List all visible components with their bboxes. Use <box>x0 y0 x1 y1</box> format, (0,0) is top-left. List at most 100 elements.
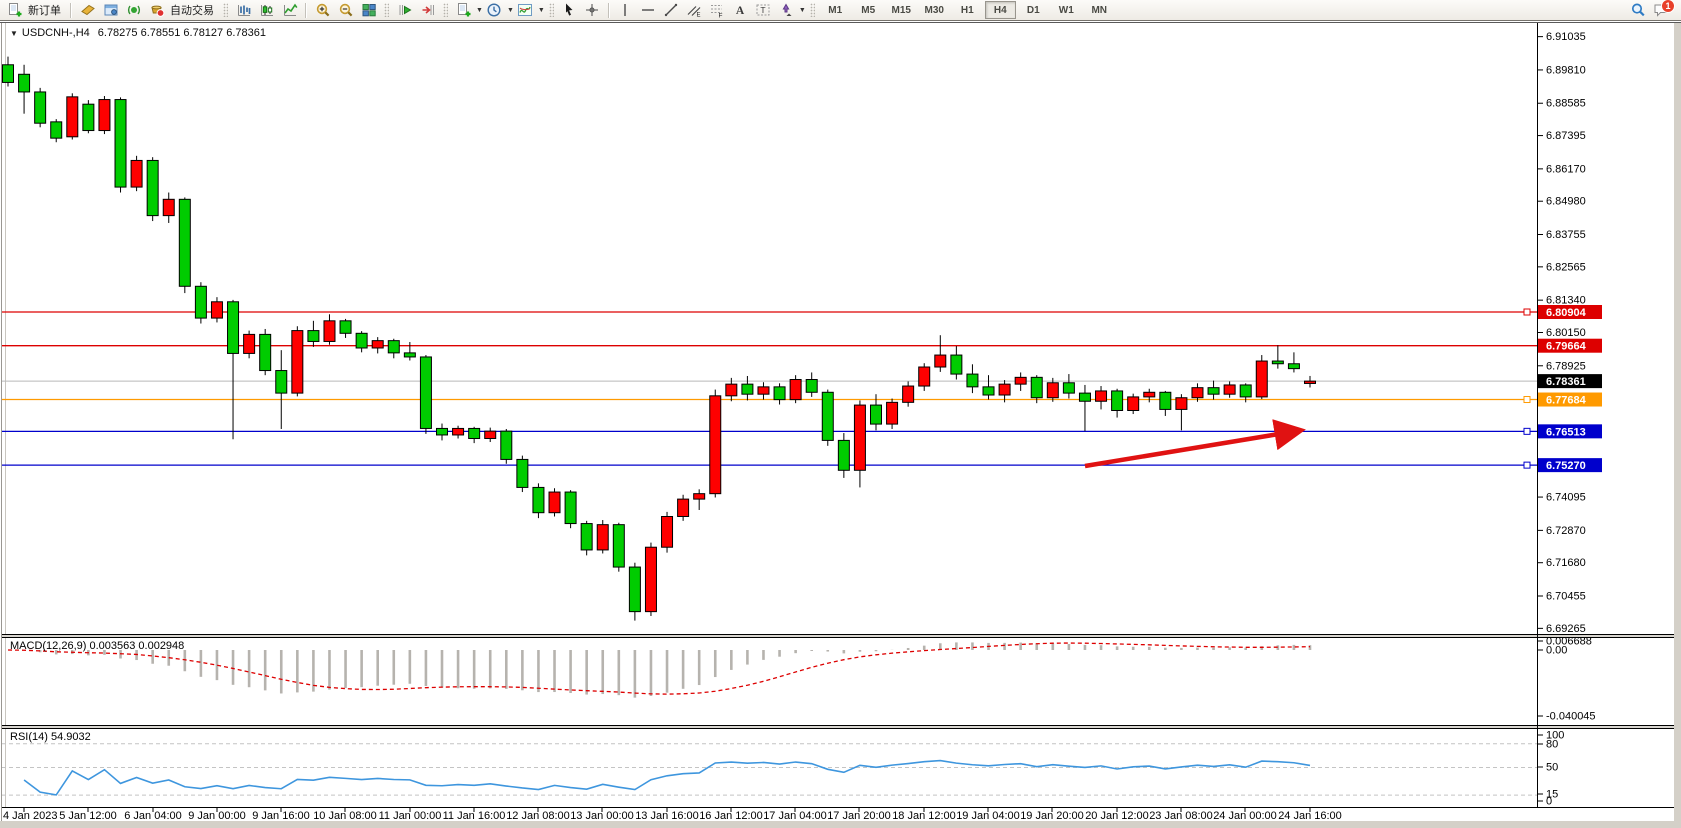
price-tick-label: 6.88585 <box>1546 98 1586 110</box>
candle-body <box>323 320 336 342</box>
rsi-axis-label: 15 <box>1546 789 1558 801</box>
candle-body <box>275 370 288 394</box>
new-order-button[interactable] <box>4 1 25 19</box>
price-tick-label: 6.78925 <box>1546 360 1586 372</box>
time-axis-label: 18 Jan 12:00 <box>892 810 956 822</box>
zoom-in-button[interactable] <box>312 1 333 19</box>
candle-body <box>516 458 529 488</box>
timeframe-button-m1[interactable]: M1 <box>828 4 843 16</box>
horizontal-line-tool-button[interactable] <box>638 1 659 19</box>
chevron-down-icon[interactable]: ▼ <box>537 6 545 14</box>
time-axis-label: 17 Jan 20:00 <box>827 810 891 822</box>
time-axis[interactable]: 4 Jan 2023 5 Jan 12:00 6 Jan 04:00 9 Jan 00… <box>3 807 1342 822</box>
candle-body <box>628 566 641 613</box>
tile-windows-button[interactable] <box>358 1 379 19</box>
chart-collapse-arrow-icon[interactable]: ▼ <box>10 29 18 38</box>
current-price-label-text: 6.78361 <box>1546 376 1586 388</box>
line-handle[interactable] <box>1523 396 1531 404</box>
chart-symbol-period: USDCNH-,H4 <box>21 27 90 39</box>
candle-body <box>709 395 722 495</box>
timeframe-button-mn[interactable]: MN <box>1091 4 1108 16</box>
price-axis[interactable]: 6.91035 6.89810 6.88585 6.87395 6.86170 6.849… <box>1537 31 1602 808</box>
crosshair-tool-button[interactable] <box>582 1 603 19</box>
chart-window-background <box>0 22 1681 828</box>
timeframe-button-h1[interactable]: H1 <box>960 4 974 16</box>
price-tick-label: 6.70455 <box>1546 591 1586 603</box>
arrows-tool-button[interactable] <box>776 1 797 19</box>
vertical-line-tool-button[interactable] <box>615 1 636 19</box>
line-handle[interactable] <box>1523 427 1531 435</box>
cursor-tool-button[interactable] <box>559 1 580 19</box>
channel-tool-icon: E <box>687 6 701 18</box>
toolbar-grip <box>384 3 389 17</box>
chevron-down-icon[interactable]: ▼ <box>798 6 806 14</box>
main-price-pane[interactable] <box>2 56 1537 621</box>
trendline-tool-button[interactable] <box>661 1 682 19</box>
autotrade-icon <box>150 5 164 17</box>
candle-body <box>1078 392 1091 402</box>
candlesticks[interactable] <box>2 56 1316 621</box>
price-tick-label: 6.83755 <box>1546 229 1586 241</box>
market-watch-button[interactable] <box>77 1 98 19</box>
indicators-button[interactable] <box>515 1 536 19</box>
right-window-edge <box>1674 22 1681 828</box>
candle-body <box>243 333 256 354</box>
timeframe-button-m30[interactable]: M30 <box>924 4 944 16</box>
timeframe-button-m5[interactable]: M5 <box>861 4 876 16</box>
timeframe-button-m15[interactable]: M15 <box>891 4 911 16</box>
chevron-down-icon[interactable]: ▼ <box>476 6 483 14</box>
candle-body <box>178 198 191 287</box>
fibonacci-tool-button[interactable]: F <box>707 1 728 19</box>
rsi-axis-label: 50 <box>1546 762 1558 774</box>
svg-text:T: T <box>761 5 766 15</box>
auto-scroll-button[interactable] <box>394 1 415 19</box>
candle-body <box>644 546 657 613</box>
line-chart-button[interactable] <box>279 1 300 19</box>
candle-body <box>2 64 14 83</box>
navigator-button[interactable] <box>123 1 144 19</box>
candle-body <box>1223 384 1236 395</box>
zoom-out-button[interactable] <box>335 1 356 19</box>
line-handle[interactable] <box>1523 461 1531 469</box>
text-label-tool-icon: T <box>756 4 770 16</box>
timeframe-button-h4[interactable]: H4 <box>984 1 1016 19</box>
text-tool-button[interactable]: A <box>730 1 751 19</box>
time-axis-label: 24 Jan 16:00 <box>1278 810 1342 822</box>
line-handle[interactable] <box>1523 308 1531 316</box>
level-price-label-text: 6.79664 <box>1546 341 1587 353</box>
price-tick-label: 6.86170 <box>1546 163 1586 175</box>
data-window-button[interactable] <box>100 1 121 19</box>
text-tool-icon: A <box>736 5 745 17</box>
level-price-label-text: 6.75270 <box>1546 460 1586 472</box>
bottom-window-edge <box>0 821 1681 828</box>
candle-body <box>773 386 786 401</box>
toolbar-separator <box>607 2 610 18</box>
timeframe-button-w1[interactable]: W1 <box>1058 4 1074 16</box>
candlestick-chart-button[interactable] <box>256 1 277 19</box>
notifications-button[interactable]: 1 <box>1650 0 1675 19</box>
rsi-pane[interactable]: RSI(14) 54.9032 <box>2 731 1537 796</box>
annotation-arrow[interactable] <box>1084 419 1306 469</box>
timeframe-button-d1[interactable]: D1 <box>1026 4 1040 16</box>
macd-pane[interactable]: MACD(12,26,9) 0.003563 0.002948 <box>7 640 1312 698</box>
candle-body <box>950 354 963 375</box>
autotrade-button[interactable] <box>146 1 167 19</box>
candle-body <box>34 91 47 124</box>
horizontal-line-tool-icon <box>642 9 655 11</box>
candle-body <box>902 385 915 403</box>
bar-chart-button[interactable] <box>233 1 254 19</box>
chevron-down-icon[interactable]: ▼ <box>506 6 514 14</box>
pane-divider[interactable] <box>2 635 1674 637</box>
candle-body <box>1030 376 1043 399</box>
timeframe-toolbar: M1 M5 M15 M30 H1 H4 D1 W1 MN <box>819 1 1116 19</box>
tile-windows-icon <box>362 4 376 17</box>
new-chart-button[interactable] <box>453 1 474 19</box>
search-button[interactable] <box>1627 1 1648 19</box>
channel-tool-button[interactable]: E <box>684 1 705 19</box>
pane-divider[interactable] <box>2 726 1674 728</box>
profiles-button[interactable] <box>484 1 505 19</box>
candle-body <box>757 386 770 395</box>
chart-shift-button[interactable] <box>417 1 438 19</box>
text-label-tool-button[interactable]: T <box>753 1 774 19</box>
